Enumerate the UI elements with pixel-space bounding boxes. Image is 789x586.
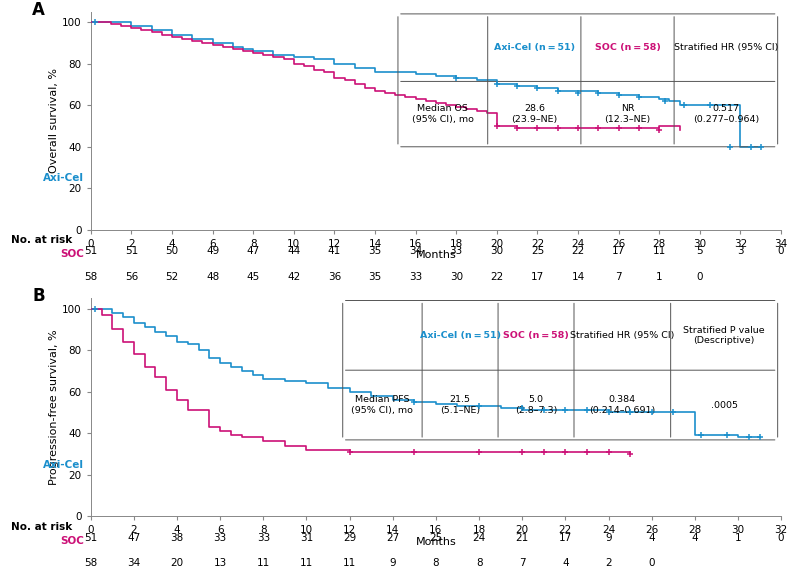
Text: 58: 58 [84,271,97,282]
Text: 0.384
(0.214–0.691): 0.384 (0.214–0.691) [589,396,656,415]
Text: 11: 11 [300,558,313,568]
Text: 8: 8 [432,558,439,568]
Text: Axi-Cel (n = 51): Axi-Cel (n = 51) [420,331,501,340]
Text: 22: 22 [571,246,585,256]
Text: 30: 30 [450,271,463,282]
Text: 45: 45 [246,271,260,282]
Text: 24: 24 [473,533,486,543]
Text: 0: 0 [778,533,784,543]
Text: 33: 33 [256,533,270,543]
Text: 5.0
(2.8–7.3): 5.0 (2.8–7.3) [515,396,557,415]
X-axis label: Months: Months [416,250,456,260]
Text: 58: 58 [84,558,97,568]
Text: 38: 38 [170,533,184,543]
Text: SOC: SOC [60,250,84,260]
Text: 0: 0 [697,271,703,282]
Text: 51: 51 [84,246,97,256]
Text: 47: 47 [246,246,260,256]
Text: Axi-Cel: Axi-Cel [43,173,84,183]
Text: 36: 36 [327,271,341,282]
Y-axis label: Progression-free survival, %: Progression-free survival, % [49,329,59,485]
Text: 30: 30 [490,246,503,256]
Text: No. at risk: No. at risk [11,235,73,245]
Text: Axi-Cel: Axi-Cel [43,460,84,470]
Text: 33: 33 [214,533,226,543]
Text: No. at risk: No. at risk [11,522,73,532]
Text: 44: 44 [287,246,301,256]
Text: 9: 9 [605,533,611,543]
Text: 0: 0 [649,558,655,568]
Y-axis label: Overall survival, %: Overall survival, % [49,68,59,173]
Text: 17: 17 [531,271,544,282]
Text: Median PFS
(95% CI), mo: Median PFS (95% CI), mo [351,396,413,415]
Text: 21: 21 [515,533,529,543]
Text: 13: 13 [214,558,226,568]
Text: 35: 35 [368,271,382,282]
Text: 52: 52 [166,271,178,282]
Text: 3: 3 [737,246,744,256]
Text: 31: 31 [300,533,313,543]
Text: 1: 1 [735,533,742,543]
Text: 28.6
(23.9–NE): 28.6 (23.9–NE) [511,104,557,124]
Text: 14: 14 [571,271,585,282]
Text: 51: 51 [125,246,138,256]
Text: 49: 49 [206,246,219,256]
Text: 21.5
(5.1–NE): 21.5 (5.1–NE) [440,396,481,415]
Text: 34: 34 [127,558,140,568]
Text: 4: 4 [649,533,655,543]
Text: 41: 41 [327,246,341,256]
Text: 25: 25 [531,246,544,256]
Text: 35: 35 [368,246,382,256]
Text: 5: 5 [697,246,703,256]
Text: 4: 4 [691,533,698,543]
Text: 50: 50 [166,246,178,256]
Text: Stratified P value
(Descriptive): Stratified P value (Descriptive) [683,326,765,345]
Text: 0.517
(0.277–0.964): 0.517 (0.277–0.964) [693,104,759,124]
Text: 29: 29 [343,533,357,543]
Text: 22: 22 [490,271,503,282]
Text: Median OS
(95% CI), mo: Median OS (95% CI), mo [412,104,473,124]
Text: SOC: SOC [60,536,84,546]
Text: 1: 1 [656,271,663,282]
Text: .0005: .0005 [711,401,738,410]
Text: 27: 27 [386,533,399,543]
Text: 51: 51 [84,533,97,543]
Text: 11: 11 [256,558,270,568]
Text: 33: 33 [409,271,422,282]
Text: SOC (n = 58): SOC (n = 58) [595,43,660,52]
Text: 33: 33 [450,246,463,256]
Text: Stratified HR (95% CI): Stratified HR (95% CI) [674,43,778,52]
Text: 56: 56 [125,271,138,282]
Text: A: A [32,1,45,19]
Text: Axi-Cel (n = 51): Axi-Cel (n = 51) [494,43,575,52]
Text: 11: 11 [343,558,357,568]
Text: 25: 25 [429,533,443,543]
Text: 4: 4 [562,558,569,568]
Text: 17: 17 [612,246,626,256]
X-axis label: Months: Months [416,537,456,547]
Text: B: B [32,287,45,305]
Text: 7: 7 [615,271,622,282]
Text: 42: 42 [287,271,301,282]
Text: 0: 0 [778,246,784,256]
Text: NR
(12.3–NE): NR (12.3–NE) [604,104,651,124]
Text: 34: 34 [409,246,422,256]
Text: 8: 8 [476,558,482,568]
Text: 48: 48 [206,271,219,282]
Text: 2: 2 [605,558,611,568]
Text: 47: 47 [127,533,140,543]
Text: 9: 9 [390,558,396,568]
Text: 11: 11 [653,246,666,256]
Text: SOC (n = 58): SOC (n = 58) [503,331,569,340]
Text: Stratified HR (95% CI): Stratified HR (95% CI) [570,331,675,340]
Text: 17: 17 [559,533,572,543]
Text: 20: 20 [170,558,184,568]
Text: 7: 7 [519,558,525,568]
